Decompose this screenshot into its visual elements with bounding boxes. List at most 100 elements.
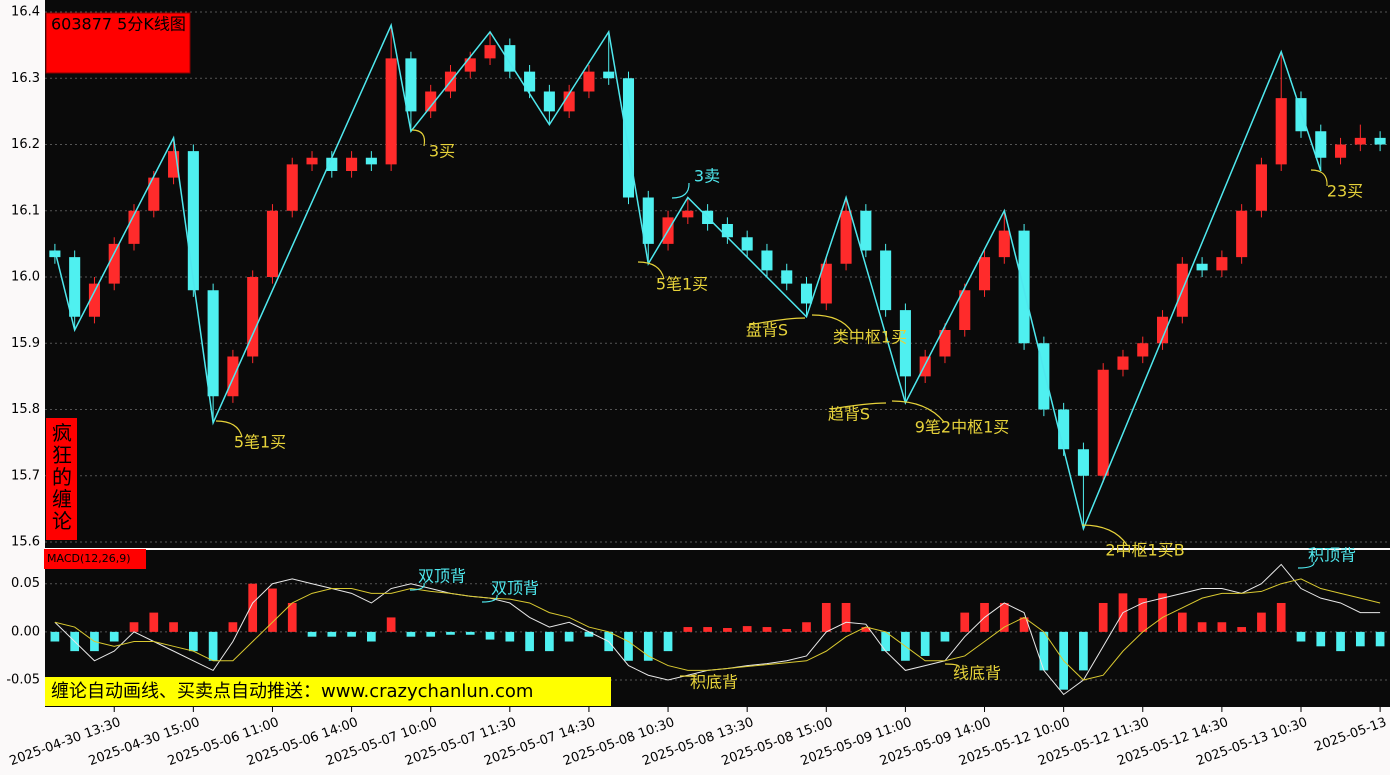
macd-bar [307,631,317,637]
annotation: 类中枢1买 [833,328,907,347]
candle-body [583,71,595,92]
y-tick-label: 15.6 [11,535,40,550]
macd-bar [327,631,337,637]
macd-bar [782,628,792,632]
macd-bar [248,583,258,632]
macd-bar [1158,593,1167,632]
macd-bar [584,631,594,637]
macd-bar [505,631,515,642]
candle-body [761,250,773,271]
macd-bar [465,631,475,635]
annotation: 3买 [429,142,455,161]
candle-body [504,45,516,72]
candle-body [247,277,259,357]
candle-body [524,71,536,92]
y-tick-label: 15.7 [11,468,40,483]
annotation-arrow [1310,169,1328,187]
macd-bar [1336,631,1345,652]
annotation: 23买 [1327,182,1363,201]
annotation: 趋背S [828,405,870,424]
annotation-arrow [409,582,425,591]
annotation: 双顶背 [491,579,539,598]
macd-bar [129,622,139,632]
chart-title: 603877 5分K线图 [51,15,186,34]
macd-bar [347,631,356,637]
candle-body [1374,137,1386,145]
candle-body [128,210,140,244]
macd-bar [1355,631,1365,647]
candle-body [306,157,318,165]
annotation: 5笔1买 [656,275,708,294]
macd-bar [564,631,574,642]
candle-body [326,157,338,171]
y-tick-label: 16.1 [11,203,40,218]
candle-body [880,250,892,311]
candle-body [1097,369,1109,476]
annotation: 5笔1买 [234,433,286,452]
annotation-arrow [830,402,887,410]
macd-bar [1177,612,1187,632]
annotation-arrow [944,663,960,669]
macd-bar [624,631,633,661]
y-tick-label: 16.0 [11,270,40,285]
y-tick-label: 16.4 [11,5,40,20]
macd-bar [742,626,752,632]
candle-body [563,91,575,112]
candle-body [978,257,991,291]
macd-bar [367,631,376,642]
annotation-arrow [671,182,690,199]
candle-body [1354,137,1366,145]
macd-bar [545,631,554,652]
macd-bar [1375,631,1385,647]
macd-bar [386,617,396,632]
candle-body [1255,164,1267,211]
macd-bar [861,627,871,632]
candle-body [1315,131,1327,158]
bi-line [54,22,1322,532]
candle-body [939,330,951,357]
y-tick-label: -0.05 [6,673,40,688]
macd-bar [841,602,851,632]
annotation: 积顶背 [1308,546,1356,565]
macd-bar [881,631,890,652]
macd-bar [525,631,534,652]
annotation-arrow [481,594,498,603]
macd-bar [663,631,673,652]
y-tick-label: 0.05 [11,576,40,591]
candle-body [781,270,793,284]
macd-bar [683,627,693,632]
annotation-arrow [411,129,426,147]
candle-body [108,243,120,284]
candle-body [800,283,813,304]
y-tick-label: 16.3 [11,71,40,86]
macd-bar [723,628,732,632]
macd-bar [1276,602,1286,632]
macd-bar [960,612,970,632]
candle-body [405,58,417,112]
candle-body [227,356,239,397]
macd-bar [703,627,712,632]
candle-body [721,224,733,238]
candle-body [1117,356,1129,370]
candle-body [425,91,437,112]
candle-body [1137,343,1149,357]
macd-bar [228,622,238,632]
candle-body [187,151,199,291]
annotation: 2中枢1买B [1105,541,1184,560]
candle-body [622,78,635,198]
macd-bar [485,631,495,640]
annotation-arrow [891,400,945,423]
candle-body [543,91,555,112]
candle-body [1058,409,1070,450]
macd-bar [109,631,119,642]
macd-bar [1217,622,1227,632]
candle-body [1156,316,1169,344]
candle-body [998,230,1010,258]
macd-bar [762,627,772,632]
candle-body [464,58,476,72]
candle-body [286,164,298,211]
x-tick-label: 2025-05-13 [1313,715,1389,755]
annotation-arrow [811,314,853,333]
macd-bar [1019,617,1029,632]
candle-body [1038,343,1050,410]
